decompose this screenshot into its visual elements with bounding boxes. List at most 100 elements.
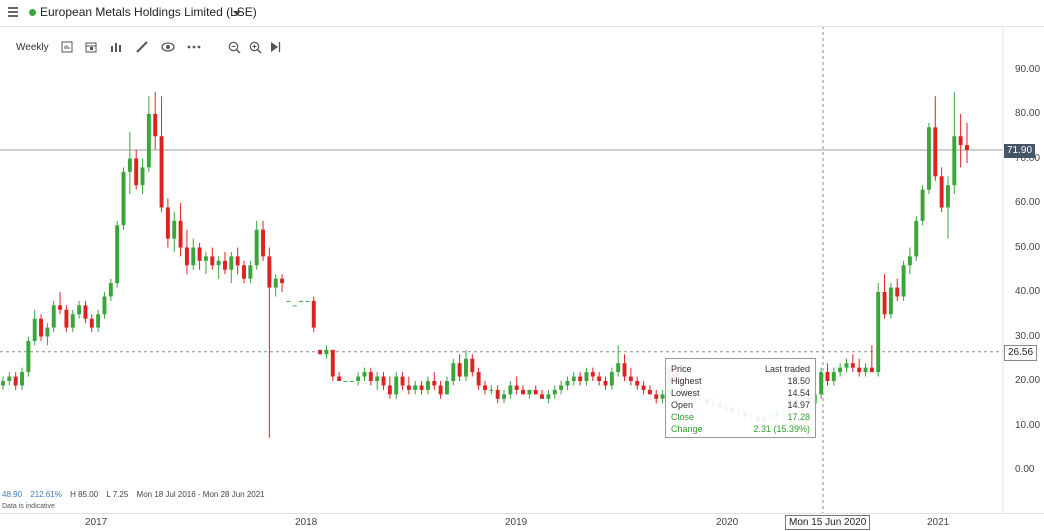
candle-body xyxy=(825,372,830,381)
candle-body xyxy=(394,376,399,395)
candle xyxy=(444,376,449,395)
candle xyxy=(654,389,659,404)
period-selector[interactable]: Weekly xyxy=(16,41,49,53)
candle xyxy=(235,247,240,275)
candle xyxy=(318,349,323,355)
candle-body xyxy=(96,314,101,328)
candles xyxy=(1,91,969,438)
candle-body xyxy=(267,256,272,288)
zoom-out-icon[interactable] xyxy=(227,36,241,58)
candle xyxy=(115,220,120,288)
tooltip-label: Lowest xyxy=(671,388,700,398)
bar-type-icon[interactable] xyxy=(60,36,74,58)
candle-body xyxy=(121,171,126,226)
candle xyxy=(146,96,151,172)
candle-body xyxy=(527,389,532,395)
y-tick-label: 80.00 xyxy=(1015,108,1041,119)
candle xyxy=(425,376,430,395)
ohlc-tooltip: Price Last traded Highest 18.50 Lowest 1… xyxy=(665,358,816,438)
candle-body xyxy=(108,283,113,297)
zoom-in-icon[interactable] xyxy=(248,36,262,58)
candle xyxy=(464,349,468,381)
candle xyxy=(432,372,437,390)
calendar-icon[interactable] xyxy=(84,36,98,58)
play-forward-icon[interactable] xyxy=(268,36,282,58)
candle-body xyxy=(280,278,285,284)
change-percent: 212.61% xyxy=(30,490,62,499)
tooltip-value: 2.31 (15.39%) xyxy=(753,424,810,434)
candle-body xyxy=(850,363,855,368)
candle-body xyxy=(318,349,323,355)
candle xyxy=(857,358,862,377)
candle-body xyxy=(571,376,576,381)
candle xyxy=(419,381,424,395)
candle-body xyxy=(127,158,132,172)
candle-body xyxy=(895,287,900,297)
candle-body xyxy=(425,381,430,390)
candle xyxy=(77,300,82,319)
candle xyxy=(406,376,411,395)
candle-body xyxy=(115,225,120,284)
candle xyxy=(172,211,177,252)
y-tick-label: 90.00 xyxy=(1015,63,1041,75)
chart-guides xyxy=(0,26,1004,513)
candle-body xyxy=(83,305,88,319)
candle-body xyxy=(273,278,278,288)
candle-body xyxy=(476,372,481,386)
candle-body xyxy=(926,127,931,190)
instrument-title[interactable]: European Metals Holdings Limited (LSE) xyxy=(40,5,257,19)
candle-body xyxy=(39,318,44,337)
candle-body xyxy=(546,394,551,399)
candle-body xyxy=(863,367,868,373)
candle xyxy=(1,376,5,390)
candle xyxy=(495,385,500,404)
candle xyxy=(58,292,63,315)
candle-body xyxy=(590,372,595,377)
candle-body xyxy=(514,385,519,390)
menu-icon[interactable] xyxy=(8,7,18,17)
indicators-icon[interactable] xyxy=(109,36,123,58)
candle-body xyxy=(647,389,652,395)
candle-body xyxy=(502,394,506,399)
candle-body xyxy=(45,327,50,337)
candle xyxy=(552,385,557,399)
candle-body xyxy=(178,220,183,248)
candle-body xyxy=(210,256,215,266)
candle xyxy=(527,389,532,399)
chevron-down-icon[interactable] xyxy=(233,11,241,16)
candle xyxy=(565,376,570,390)
candle-body xyxy=(77,305,82,315)
candle-body xyxy=(286,300,291,302)
eye-icon[interactable] xyxy=(160,36,176,58)
candle xyxy=(413,381,418,395)
tooltip-label: Close xyxy=(671,412,695,422)
draw-pencil-icon[interactable] xyxy=(135,36,149,58)
candle-body xyxy=(26,340,31,373)
candle-body xyxy=(838,367,843,373)
candle xyxy=(26,336,31,377)
candle xyxy=(305,300,310,302)
candle-body xyxy=(197,247,202,261)
more-icon[interactable] xyxy=(186,36,202,58)
candle xyxy=(825,363,830,386)
candle xyxy=(590,367,595,381)
cursor-date-tag: Mon 15 Jun 2020 xyxy=(785,515,871,530)
candle-body xyxy=(654,394,659,399)
candle-body xyxy=(134,158,139,186)
candle xyxy=(609,367,614,390)
candle-body xyxy=(660,394,665,399)
candle-body xyxy=(831,372,836,381)
candle xyxy=(127,131,132,195)
tooltip-low-row: Lowest 14.54 xyxy=(671,388,810,400)
candle-body xyxy=(464,358,468,377)
candle-body xyxy=(343,381,348,382)
candle xyxy=(368,367,373,386)
chart-toolbar: Weekly xyxy=(0,36,300,58)
x-tick-label: 2019 xyxy=(505,517,528,528)
candle xyxy=(261,220,265,261)
candle-body xyxy=(254,229,259,266)
candle-body xyxy=(184,247,189,266)
candle-body xyxy=(901,265,906,297)
candle xyxy=(311,296,316,333)
